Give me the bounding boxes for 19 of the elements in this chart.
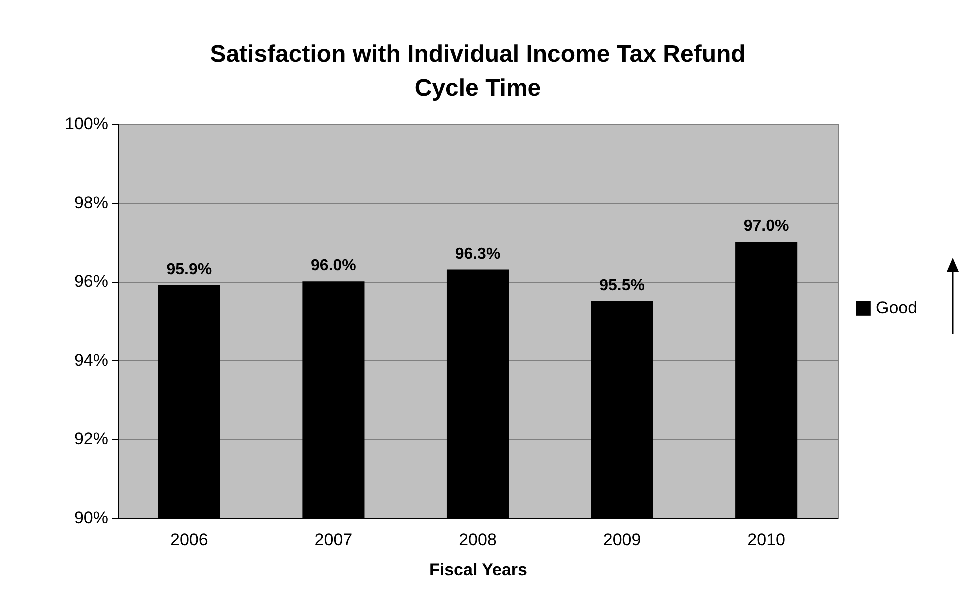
data-label: 95.5% <box>600 277 645 294</box>
data-label: 96.0% <box>311 258 356 275</box>
y-tick-label: 94% <box>74 350 108 370</box>
x-tick-label: 2009 <box>603 530 642 550</box>
y-tick-label: 100% <box>65 114 108 134</box>
data-label: 97.0% <box>744 218 790 236</box>
x-tick-label: 2008 <box>459 530 497 550</box>
x-axis-title: Fiscal Years <box>430 560 528 580</box>
y-tick-label: 92% <box>74 430 108 449</box>
chart-title: Satisfaction with Individual Income Tax Refund Cycle Time <box>210 41 746 102</box>
legend-label: Good <box>876 298 918 318</box>
y-tick-label: 98% <box>74 193 108 212</box>
y-tick-label: 96% <box>74 272 108 292</box>
data-label: 95.9% <box>166 262 212 279</box>
y-tick-label: 90% <box>74 508 108 528</box>
data-label: 96.3% <box>455 246 501 263</box>
x-tick-label: 2006 <box>170 530 208 550</box>
x-tick-label: 2010 <box>748 530 786 550</box>
x-tick-label: 2007 <box>314 530 353 550</box>
